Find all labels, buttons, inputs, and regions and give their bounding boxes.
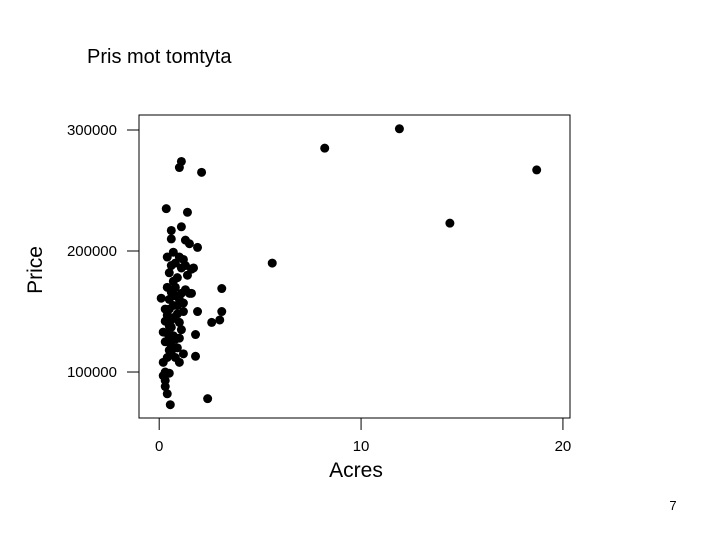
point bbox=[203, 394, 213, 404]
point bbox=[267, 258, 277, 268]
point bbox=[178, 307, 188, 317]
x-axis-label: Acres bbox=[329, 459, 383, 482]
x-tick-label: 10 bbox=[353, 438, 370, 455]
point bbox=[168, 313, 178, 323]
point bbox=[191, 351, 201, 361]
y-tick-label: 100000 bbox=[67, 364, 117, 381]
point bbox=[170, 282, 180, 292]
point bbox=[320, 143, 330, 153]
y-axis-label: Price bbox=[24, 246, 47, 294]
point bbox=[174, 163, 184, 173]
point bbox=[193, 242, 203, 252]
point bbox=[176, 222, 186, 232]
point bbox=[178, 349, 188, 359]
point bbox=[394, 124, 404, 134]
point bbox=[197, 167, 207, 177]
x-tick-label: 0 bbox=[155, 438, 163, 455]
point bbox=[172, 273, 182, 283]
point bbox=[156, 293, 166, 303]
point bbox=[193, 307, 203, 317]
point bbox=[174, 294, 184, 304]
slide-title: Pris mot tomtyta bbox=[87, 46, 232, 68]
point bbox=[158, 327, 168, 337]
point bbox=[166, 234, 176, 244]
point bbox=[165, 400, 175, 410]
point bbox=[174, 317, 184, 327]
point bbox=[174, 333, 184, 343]
point bbox=[217, 307, 227, 317]
y-tick-label: 300000 bbox=[67, 122, 117, 139]
point bbox=[160, 316, 170, 326]
point bbox=[162, 252, 172, 262]
point bbox=[191, 330, 201, 340]
point bbox=[168, 247, 178, 257]
plot-frame bbox=[138, 114, 571, 419]
point bbox=[445, 218, 455, 228]
point bbox=[172, 343, 182, 353]
point bbox=[180, 235, 190, 245]
x-tick-label: 20 bbox=[555, 438, 572, 455]
point bbox=[164, 268, 174, 278]
point bbox=[162, 282, 172, 292]
point bbox=[160, 382, 170, 392]
y-tick-label: 200000 bbox=[67, 243, 117, 260]
point bbox=[207, 317, 217, 327]
point bbox=[186, 264, 196, 274]
point bbox=[162, 389, 172, 399]
point bbox=[215, 315, 225, 325]
point bbox=[164, 333, 174, 343]
point bbox=[164, 304, 174, 314]
point bbox=[532, 165, 542, 175]
point bbox=[161, 204, 171, 214]
point bbox=[217, 284, 227, 294]
point bbox=[166, 225, 176, 235]
point bbox=[180, 285, 190, 295]
point bbox=[176, 263, 186, 273]
page-number: 7 bbox=[669, 498, 676, 513]
point bbox=[182, 207, 192, 217]
point bbox=[164, 368, 174, 378]
point bbox=[176, 325, 186, 335]
point bbox=[166, 322, 176, 332]
